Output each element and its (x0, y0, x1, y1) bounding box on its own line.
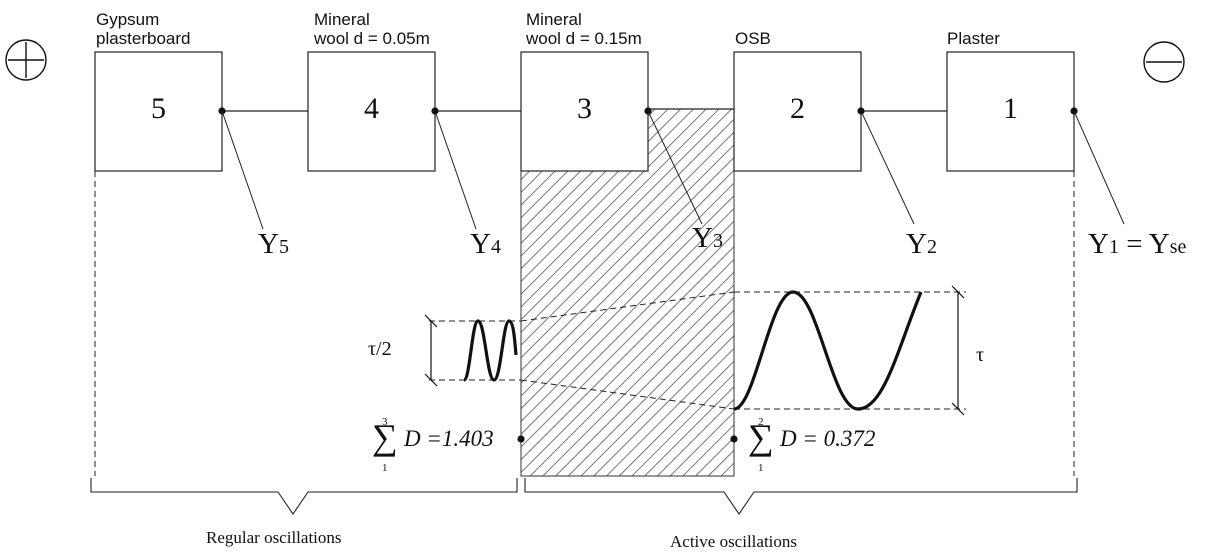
sum-label-left: 3 ∑ 1 D =1.403 (370, 416, 520, 476)
component-box-1 (946, 51, 1075, 172)
admittance-y1-equals: = Y (1118, 228, 1170, 260)
material-label-4-line2: wool d = 0.05m (314, 29, 430, 48)
plus-terminal-icon (5, 39, 47, 81)
sum-left-lower-limit: 1 (382, 462, 388, 474)
admittance-label-y1: Y1 = Yse (1088, 228, 1186, 261)
admittance-y3-symbol: Y (692, 222, 713, 254)
active-oscillations-label: Active oscillations (670, 532, 798, 551)
admittance-y2-symbol: Y (906, 228, 927, 260)
connector-wires (222, 108, 947, 112)
admittance-y5-symbol: Y (258, 228, 279, 260)
sum-marker-dot-right (730, 435, 738, 443)
component-box-4 (307, 51, 436, 172)
tau-half-dimension (424, 314, 438, 387)
material-label-4: Mineral wool d = 0.05m (314, 10, 430, 48)
sum-left-upper-limit: 3 (382, 416, 388, 428)
material-label-4-line1: Mineral (314, 10, 370, 29)
admittance-label-y4: Y4 (470, 228, 501, 261)
small-oscillation-wave (462, 319, 518, 382)
component-number-4: 4 (364, 92, 379, 125)
admittance-label-y2: Y2 (906, 228, 937, 261)
admittance-y1-sub: 1 (1108, 236, 1119, 258)
sum-label-right: 2 ∑ 1 D = 0.372 (746, 416, 916, 476)
regular-oscillations-label: Regular oscillations (206, 528, 342, 547)
material-label-1: Plaster (947, 29, 1000, 48)
admittance-y5-sub: 5 (278, 236, 289, 258)
component-box-3 (520, 51, 649, 172)
sum-right-upper-limit: 2 (758, 416, 764, 428)
component-box-2 (733, 51, 862, 172)
material-label-5-line2: plasterboard (96, 29, 191, 48)
material-label-3-line1: Mineral (526, 10, 582, 29)
admittance-y1-symbol: Y (1088, 228, 1109, 260)
minus-terminal-icon (1143, 41, 1185, 83)
sum-left-expression: D =1.403 (404, 426, 494, 451)
material-label-5: Gypsum plasterboard (96, 10, 191, 48)
material-label-3: Mineral wool d = 0.15m (526, 10, 642, 48)
component-box-5 (94, 51, 223, 172)
tau-label: τ (976, 344, 985, 366)
component-number-5: 5 (151, 92, 166, 125)
boundary-dashed-lines (94, 171, 1075, 476)
tau-half-label: τ/2 (368, 338, 392, 360)
active-oscillations-brace (524, 478, 1078, 515)
admittance-leader-lines (221, 110, 1125, 230)
amplitude-reference-lines (429, 291, 966, 410)
sum-marker-dot-left (517, 435, 525, 443)
admittance-label-y3: Y3 (692, 222, 723, 255)
material-label-5-line1: Gypsum (96, 10, 160, 29)
material-label-2-line1: OSB (735, 29, 771, 48)
component-number-2: 2 (790, 92, 805, 125)
component-number-3: 3 (577, 92, 592, 125)
tau-dimension (951, 285, 965, 416)
sum-right-lower-limit: 1 (758, 462, 764, 474)
admittance-y2-sub: 2 (926, 236, 937, 258)
admittance-y4-symbol: Y (470, 228, 491, 260)
component-number-1: 1 (1003, 92, 1018, 125)
regular-oscillations-brace (90, 478, 518, 515)
material-label-1-line1: Plaster (947, 29, 1000, 48)
large-oscillation-wave (733, 290, 923, 411)
sum-right-expression: D = 0.372 (780, 426, 876, 451)
sigma-icon: ∑ (748, 417, 774, 457)
sigma-icon: ∑ (372, 417, 398, 457)
material-label-3-line2: wool d = 0.15m (526, 29, 642, 48)
material-label-2: OSB (735, 29, 771, 48)
admittance-y4-sub: 4 (490, 236, 501, 258)
admittance-y3-sub: 3 (712, 230, 723, 252)
admittance-label-y5: Y5 (258, 228, 289, 261)
admittance-yse-sub: se (1169, 236, 1187, 258)
